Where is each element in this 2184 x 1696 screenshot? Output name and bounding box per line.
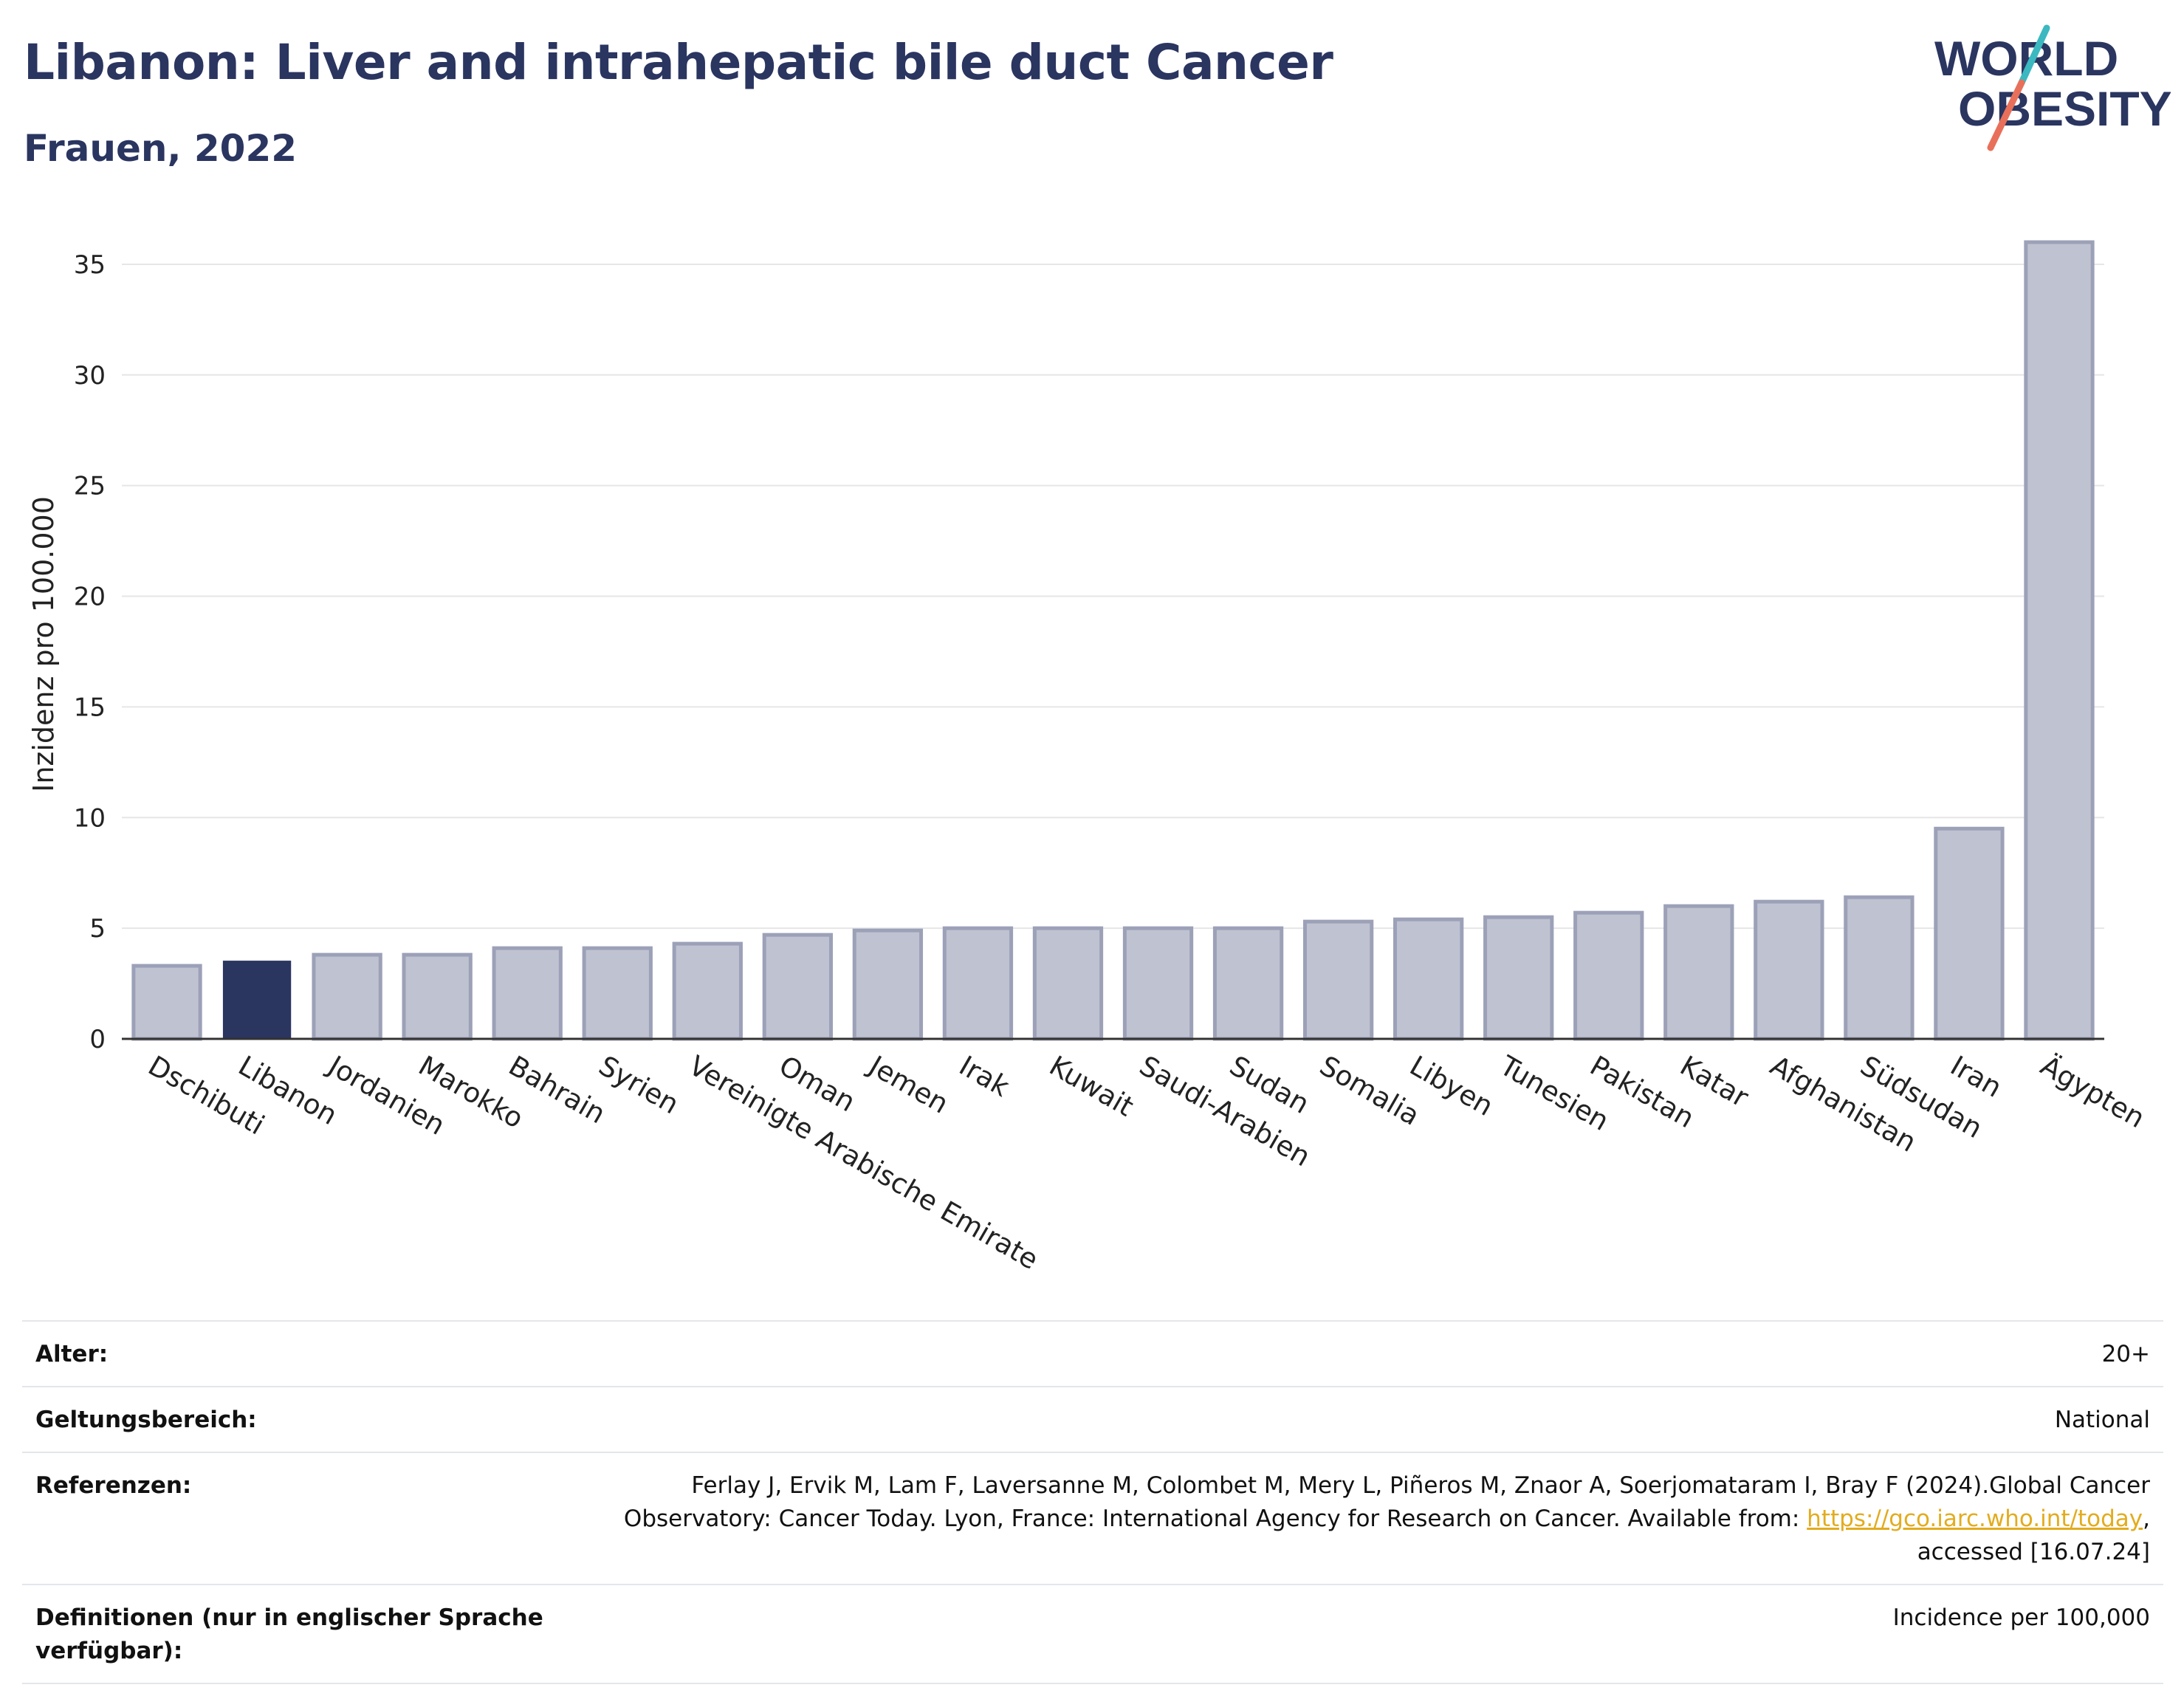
meta-row-references: Referenzen: Ferlay J, Ervik M, Lam F, La… [22, 1452, 2163, 1585]
page-subtitle: Frauen, 2022 [24, 127, 298, 170]
bar [402, 952, 473, 1041]
bar [1483, 915, 1554, 1041]
bar [492, 946, 563, 1041]
logo-slash-coral [1987, 79, 2025, 151]
logo-slash-teal [2018, 24, 2050, 86]
meta-row-definitions: Definitionen (nur in englischer Sprache … [22, 1584, 2163, 1684]
x-tick-label: Irak [954, 1050, 1015, 1104]
x-tick-label: Kuwait [1044, 1050, 1139, 1123]
bar [2024, 240, 2095, 1041]
references-value: Ferlay J, Ervik M, Lam F, Laversanne M, … [566, 1452, 2163, 1585]
world-obesity-logo: WORLD OBESITY [1934, 24, 2171, 151]
bar [312, 952, 382, 1041]
bar [672, 941, 743, 1041]
references-text: Ferlay J, Ervik M, Lam F, Laversanne M, … [623, 1472, 2150, 1532]
bar [1393, 917, 1464, 1041]
y-tick-label: 35 [74, 250, 106, 280]
bar [1302, 919, 1374, 1041]
bar [1573, 910, 1644, 1041]
bar [1663, 904, 1734, 1041]
y-axis-title: Inzidenz pro 100.000 [27, 496, 60, 792]
references-accessed: , accessed [16.07.24] [1917, 1506, 2150, 1565]
bar [131, 964, 202, 1041]
age-value: 20+ [566, 1320, 2163, 1387]
x-tick-label: Ägypten [2035, 1050, 2150, 1135]
bar [1844, 895, 1915, 1041]
bar [1754, 899, 1824, 1041]
age-label: Alter: [22, 1320, 566, 1387]
x-tick-label: Somalia [1314, 1050, 1425, 1132]
y-tick-label: 20 [74, 583, 106, 612]
bar [852, 928, 924, 1041]
references-label: Referenzen: [22, 1452, 566, 1585]
y-tick-label: 30 [74, 361, 106, 391]
x-tick-label: Syrien [594, 1050, 684, 1121]
meta-row-age: Alter: 20+ [22, 1320, 2163, 1387]
bar [1122, 926, 1194, 1041]
y-tick-label: 0 [89, 1025, 106, 1054]
page-title: Libanon: Liver and intrahepatic bile duc… [24, 34, 1333, 91]
x-tick-label: Iran [1945, 1050, 2007, 1104]
scope-value: National [566, 1386, 2163, 1452]
metadata-table: Alter: 20+ Geltungsbereich: National Ref… [22, 1320, 2163, 1684]
bar [1032, 926, 1104, 1041]
y-tick-label: 5 [89, 914, 106, 944]
bar [582, 946, 653, 1041]
scope-label: Geltungsbereich: [22, 1386, 566, 1452]
bar-highlight [222, 961, 292, 1040]
bar [762, 933, 833, 1041]
bar [1934, 826, 2005, 1041]
bar [1212, 926, 1284, 1041]
y-tick-label: 25 [74, 472, 106, 501]
y-tick-label: 15 [74, 693, 106, 722]
bar [942, 926, 1014, 1041]
x-tick-label: Jemen [862, 1049, 954, 1120]
y-tick-label: 10 [74, 803, 106, 833]
logo-text-obesity: OBESITY [1958, 81, 2171, 136]
meta-row-scope: Geltungsbereich: National [22, 1386, 2163, 1452]
references-link[interactable]: https://gco.iarc.who.int/today [1807, 1506, 2143, 1532]
definitions-value: Incidence per 100,000 [566, 1584, 2163, 1684]
definitions-label: Definitionen (nur in englischer Sprache … [22, 1584, 566, 1684]
